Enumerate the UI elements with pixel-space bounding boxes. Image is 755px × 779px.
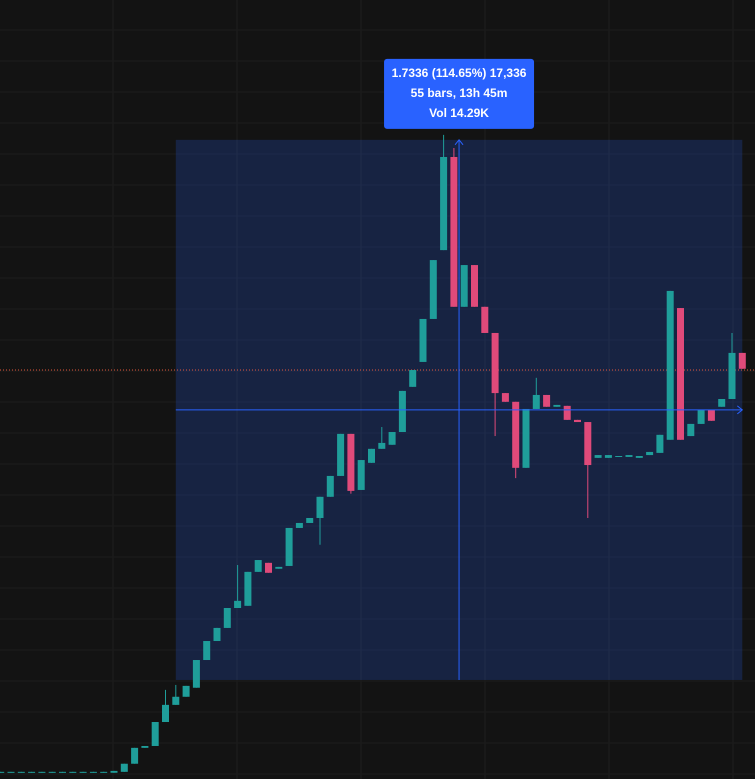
- candle-body: [738, 352, 746, 369]
- candle-body: [7, 771, 15, 773]
- candle-body: [275, 566, 283, 569]
- candle-body: [440, 156, 448, 251]
- candle-body: [306, 517, 314, 523]
- measure-label: Vol 14.29K: [429, 106, 489, 120]
- candle-body: [347, 433, 355, 491]
- candle-body: [192, 660, 200, 688]
- candle-body: [388, 432, 396, 445]
- candle-body: [471, 265, 478, 307]
- candle-body: [120, 763, 128, 772]
- candle-body: [17, 771, 25, 773]
- candle-body: [69, 771, 77, 773]
- candle-body: [450, 156, 458, 307]
- candle-body: [604, 455, 612, 458]
- candle-body: [110, 770, 118, 773]
- candle-body: [687, 423, 695, 437]
- candle-body: [285, 527, 293, 566]
- candle-body: [357, 460, 365, 490]
- candle-body: [666, 290, 674, 440]
- candle-body: [563, 405, 571, 420]
- candle-body: [512, 401, 520, 468]
- candle-body: [429, 260, 437, 319]
- candle-body: [0, 771, 5, 773]
- candle-body: [79, 771, 87, 773]
- candle-body: [203, 641, 211, 661]
- candle-body: [594, 455, 602, 458]
- measure-arrow-right: [736, 405, 744, 415]
- candle-body: [100, 771, 108, 773]
- candle-body: [368, 448, 375, 463]
- candle-body: [295, 522, 303, 528]
- candle-body: [615, 456, 623, 457]
- candle-body: [265, 562, 272, 573]
- candle-body: [172, 696, 180, 705]
- candle-body: [419, 318, 427, 362]
- candle-body: [59, 771, 66, 773]
- measure-label: 55 bars, 13h 45m: [411, 86, 508, 100]
- candle-body: [543, 394, 551, 407]
- candle-body: [326, 475, 334, 497]
- candle-body: [718, 399, 726, 407]
- candle-body: [707, 409, 715, 421]
- candle-body: [532, 394, 540, 409]
- candle-body: [481, 306, 489, 333]
- candle-body: [162, 704, 169, 722]
- candle-body: [584, 422, 592, 466]
- candle-body: [28, 771, 36, 773]
- candle-body: [316, 496, 324, 518]
- candle-body: [635, 456, 643, 458]
- candle-body: [223, 608, 231, 628]
- candle-body: [244, 571, 252, 606]
- candle-body: [697, 409, 705, 424]
- candle-body: [234, 600, 242, 608]
- candle-body: [491, 332, 499, 394]
- measure-arrow-up: [454, 139, 464, 146]
- candle-body: [151, 722, 159, 746]
- candle-body: [48, 771, 56, 773]
- candle-body: [728, 352, 736, 399]
- candle-body: [625, 455, 633, 457]
- candle-body: [213, 627, 221, 642]
- candle-body: [378, 442, 386, 449]
- candle-body: [89, 771, 97, 773]
- candle-body: [38, 771, 46, 773]
- measure-label: 1.7336 (114.65%) 17,336: [392, 66, 527, 80]
- candle-body: [398, 390, 406, 433]
- candle-body: [553, 404, 561, 407]
- candle-body: [574, 419, 581, 423]
- candle-body: [409, 370, 417, 387]
- candle-body: [522, 408, 530, 468]
- candle-body: [182, 685, 190, 697]
- candle-body: [254, 560, 262, 572]
- candle-body: [501, 393, 509, 402]
- candle-body: [460, 265, 468, 307]
- measure-tooltip: [384, 58, 535, 129]
- candle-body: [656, 434, 664, 453]
- candle-body: [337, 433, 345, 476]
- candle-body: [141, 745, 149, 748]
- candle-body: [646, 451, 654, 456]
- candle-body: [131, 747, 139, 764]
- candle-body: [677, 308, 684, 440]
